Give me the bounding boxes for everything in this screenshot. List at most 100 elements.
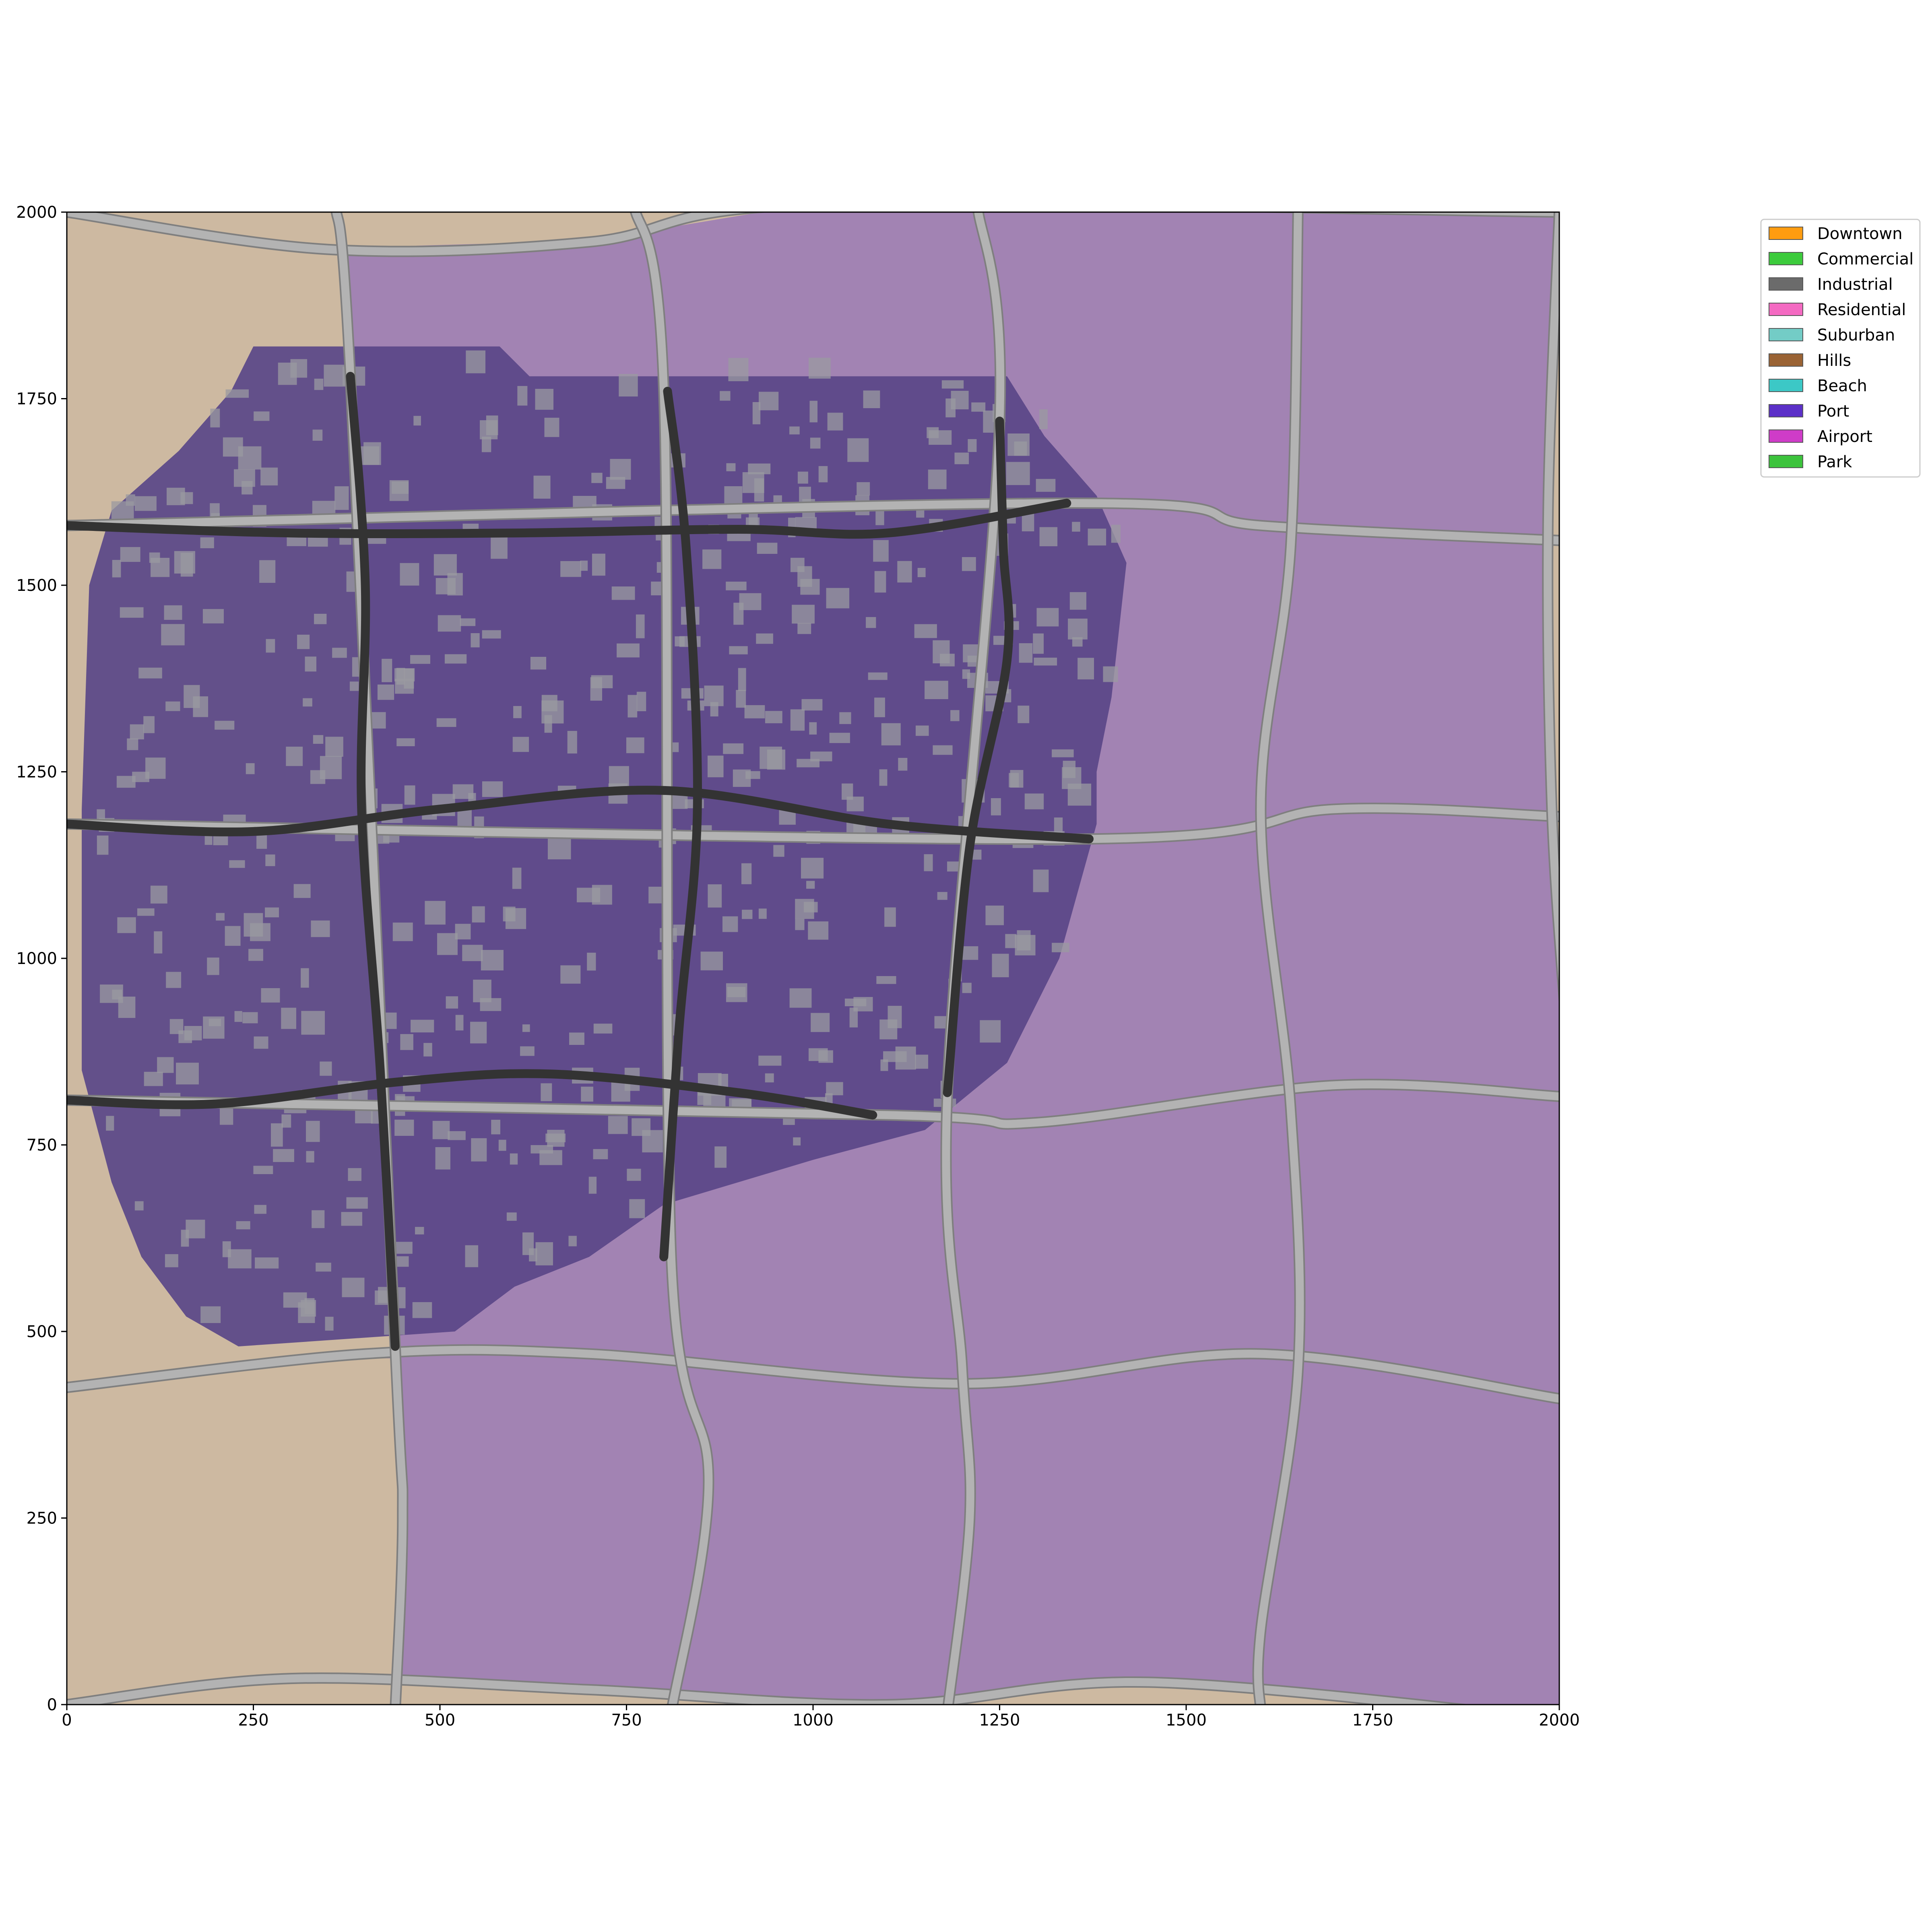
building [1019, 643, 1033, 663]
building [363, 442, 381, 465]
building [728, 358, 749, 382]
building [448, 1131, 466, 1140]
building [157, 1057, 174, 1073]
building [752, 402, 761, 425]
building [506, 1212, 517, 1221]
building [242, 1012, 258, 1024]
building [940, 654, 955, 667]
building [261, 988, 280, 1003]
building [410, 655, 431, 664]
building [797, 471, 808, 484]
y-tick-label: 1000 [16, 949, 57, 968]
building [545, 1133, 566, 1142]
building [273, 1149, 294, 1162]
y-tick-label: 500 [27, 1323, 57, 1341]
building [396, 1256, 409, 1267]
building [447, 573, 463, 596]
building [849, 1007, 858, 1028]
building [722, 916, 738, 932]
building [312, 429, 323, 441]
building [972, 849, 982, 860]
building [535, 389, 554, 410]
building [166, 972, 182, 988]
building [723, 743, 744, 754]
building [795, 919, 805, 930]
building [462, 945, 483, 961]
building [301, 1011, 325, 1035]
building [297, 634, 310, 649]
building [627, 1168, 641, 1181]
minor-road [67, 1346, 1559, 1403]
building [97, 835, 109, 855]
building [792, 605, 815, 624]
building [733, 769, 751, 787]
building [741, 863, 752, 884]
building [325, 1317, 334, 1331]
building [809, 400, 818, 423]
building [736, 690, 746, 708]
building [176, 1063, 199, 1085]
building [773, 845, 784, 857]
building [593, 1024, 613, 1034]
legend-label: Commercial [1817, 250, 1913, 268]
building [435, 1147, 450, 1170]
building [626, 737, 644, 753]
building [286, 747, 303, 766]
legend-label: Suburban [1817, 326, 1895, 345]
building [811, 1013, 830, 1032]
building [200, 1306, 221, 1323]
building [529, 1248, 537, 1261]
building [810, 751, 832, 762]
building [846, 797, 864, 811]
building [181, 1230, 189, 1247]
building [510, 1153, 518, 1165]
minor-road [67, 1080, 1559, 1128]
building [924, 854, 933, 871]
legend-swatch [1769, 277, 1803, 291]
building [530, 656, 547, 670]
building [707, 755, 724, 778]
building [436, 718, 456, 727]
building [758, 392, 779, 411]
building [165, 701, 180, 711]
building [898, 758, 908, 771]
building [801, 858, 824, 879]
building [868, 672, 888, 680]
building [522, 1024, 530, 1032]
building [1069, 592, 1086, 610]
building [535, 1242, 553, 1265]
building [962, 669, 970, 679]
building [143, 716, 155, 733]
building [169, 1019, 184, 1034]
major-roads [67, 372, 1094, 1351]
building [334, 486, 349, 510]
building [281, 1114, 291, 1128]
building [617, 643, 640, 658]
building [306, 1121, 320, 1142]
building [642, 1130, 663, 1153]
legend-swatch [1769, 252, 1803, 265]
building [423, 1043, 432, 1057]
legend-label: Park [1817, 453, 1852, 471]
building [702, 549, 722, 569]
minor-road [1544, 212, 1559, 989]
building [933, 745, 953, 755]
building [539, 1150, 562, 1165]
building [968, 439, 977, 452]
building [332, 648, 347, 658]
building [254, 411, 270, 421]
building [581, 1086, 593, 1102]
building [216, 913, 225, 921]
building [293, 884, 311, 898]
building [253, 1166, 273, 1174]
building [470, 1022, 487, 1044]
building [306, 1151, 314, 1163]
building [809, 357, 831, 379]
building [704, 685, 724, 706]
building [1006, 462, 1030, 485]
building [569, 1032, 584, 1045]
building [433, 554, 457, 576]
building [708, 884, 722, 908]
building [130, 724, 144, 739]
building [513, 706, 522, 718]
